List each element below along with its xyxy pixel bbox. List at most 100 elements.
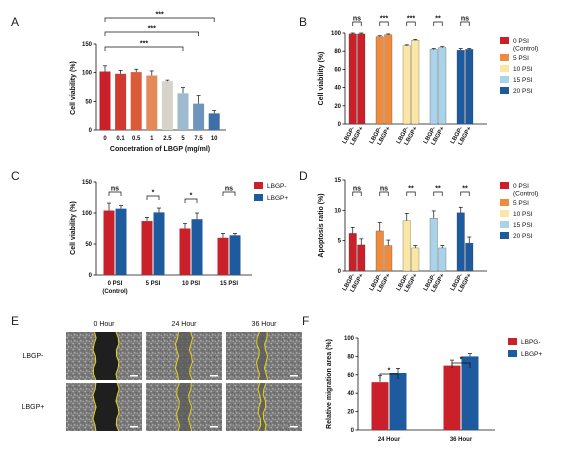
d-bar-lbgp-plus bbox=[438, 247, 447, 272]
c-significance-bracket bbox=[108, 191, 122, 196]
c-bar-lbgp-minus bbox=[103, 210, 115, 275]
panel-letter-f: F bbox=[302, 314, 309, 328]
panel-letter-a: A bbox=[11, 15, 19, 29]
d-y-axis-title: Apoptosis ratio (%) bbox=[318, 193, 325, 257]
e-column-label: 24 Hour bbox=[172, 321, 198, 328]
c-significance-label: * bbox=[152, 190, 155, 197]
b-significance-label: ** bbox=[435, 16, 441, 23]
d-bar-lbgp-minus bbox=[456, 212, 465, 272]
b-legend-item-swatch bbox=[500, 65, 509, 72]
b-bar-lbgp-plus bbox=[357, 33, 366, 125]
c-y-tick-label: 0 bbox=[89, 273, 93, 279]
a-x-tick-label: 1 bbox=[150, 136, 154, 142]
c-bar-lbgp-minus bbox=[179, 228, 191, 275]
e-scale-bar bbox=[210, 426, 218, 428]
b-bar-lbgp-minus bbox=[402, 45, 411, 125]
a-x-axis-title: Concetration of LBGP (mg/ml) bbox=[110, 146, 210, 153]
c-bar-lbgp-minus bbox=[217, 237, 229, 275]
a-bar bbox=[115, 73, 127, 130]
c-bar-lbgp-plus bbox=[191, 219, 203, 275]
a-bar bbox=[193, 103, 205, 130]
d-bar-lbgp-plus bbox=[465, 242, 474, 272]
c-y-tick-label: 100 bbox=[82, 211, 93, 217]
a-x-tick-label: 0.1 bbox=[116, 136, 125, 142]
b-significance-bracket bbox=[379, 21, 389, 26]
a-x-tick-label: 7.5 bbox=[194, 136, 203, 142]
d-legend-item-label: 20 PSI bbox=[513, 233, 533, 240]
f-legend-lbpg-minus-label: LBPG- bbox=[521, 339, 541, 346]
a-y-axis-title: Cell viability (%) bbox=[70, 61, 77, 115]
panel-letter-c: C bbox=[11, 169, 20, 183]
d-significance-label: ** bbox=[462, 186, 468, 193]
a-significance-label: *** bbox=[148, 26, 156, 33]
d-bar-lbgp-plus bbox=[411, 247, 420, 272]
d-bar-lbgp-plus bbox=[357, 244, 366, 272]
b-y-tick-label: 80 bbox=[334, 49, 341, 55]
f-significance-label: * bbox=[388, 368, 391, 375]
f-y-tick-label: 100 bbox=[344, 336, 355, 342]
f-bar-lbgp-minus bbox=[371, 382, 389, 430]
e-wound-edge-right bbox=[263, 331, 269, 381]
b-bar-lbgp-minus bbox=[429, 49, 438, 125]
e-wound-edge-right bbox=[188, 331, 194, 381]
a-bar bbox=[146, 75, 158, 130]
e-scale-bar bbox=[130, 426, 138, 428]
b-significance-label: ns bbox=[461, 16, 469, 23]
f-bar-lbgp-minus bbox=[443, 365, 461, 430]
b-legend-0psi-swatch bbox=[500, 37, 509, 44]
panel-c-chart: 0 50 100 150 Cell viability (%) ns 0 PSI (Contr… bbox=[70, 180, 288, 295]
f-y-tick-label: 20 bbox=[347, 410, 354, 416]
d-significance-bracket bbox=[379, 191, 389, 196]
c-significance-label: ns bbox=[111, 186, 119, 193]
a-significance-label: *** bbox=[156, 12, 164, 19]
a-x-tick-label: 2.5 bbox=[163, 136, 172, 142]
b-bar-lbgp-minus bbox=[456, 50, 465, 125]
c-bar-lbgp-minus bbox=[141, 221, 153, 275]
d-bar-lbgp-minus bbox=[429, 218, 438, 272]
e-scale-bar bbox=[290, 375, 298, 377]
d-bar-lbgp-minus bbox=[402, 220, 411, 272]
a-y-tick-label: 50 bbox=[85, 99, 92, 105]
e-wound-edge-right bbox=[115, 331, 120, 381]
d-y-tick-label: 10 bbox=[334, 208, 341, 214]
e-scale-bar bbox=[130, 375, 138, 377]
b-legend-control-label: (Control) bbox=[513, 46, 538, 53]
d-legend-item-label: 5 PSI bbox=[513, 200, 529, 207]
a-x-tick-label: 0.5 bbox=[132, 136, 141, 142]
c-x-tick-sublabel: (Control) bbox=[102, 289, 127, 295]
e-scale-bar bbox=[210, 375, 218, 377]
b-legend-item-label: 15 PSI bbox=[513, 77, 533, 84]
f-significance-bracket bbox=[379, 373, 399, 379]
d-significance-label: ** bbox=[408, 186, 414, 193]
a-significance-bracket bbox=[104, 17, 215, 22]
f-y-tick-label: 80 bbox=[347, 354, 354, 360]
d-bar-lbgp-minus bbox=[348, 233, 357, 272]
e-column-label: 36 Hour bbox=[252, 321, 278, 328]
b-significance-bracket bbox=[352, 21, 362, 26]
e-row-label: LBGP+ bbox=[22, 404, 45, 411]
panel-a-chart: 0 50 100 150 Cell viability (%) 0 0.1 0.5 1 2.5 5 7… bbox=[70, 12, 226, 153]
d-significance-label: ** bbox=[435, 186, 441, 193]
c-significance-bracket bbox=[146, 195, 160, 200]
panel-letter-e: E bbox=[11, 314, 19, 328]
e-scratch-gap bbox=[256, 332, 268, 380]
d-legend-item-swatch bbox=[500, 232, 509, 239]
a-significance-bracket bbox=[104, 46, 184, 51]
e-column-label: 0 Hour bbox=[93, 321, 115, 328]
e-wound-edge-left bbox=[257, 382, 262, 432]
f-x-tick-label: 24 Hour bbox=[378, 437, 401, 443]
c-bar-lbgp-plus bbox=[153, 212, 165, 275]
c-x-tick-label: 10 PSI bbox=[182, 281, 200, 287]
a-y-tick-label: 0 bbox=[89, 128, 93, 134]
f-bar-lbgp-plus bbox=[461, 356, 479, 430]
b-significance-bracket bbox=[460, 21, 470, 26]
e-wound-edge-left bbox=[174, 331, 180, 381]
panel-f-chart: 0 20 40 60 80 100 Relative migration area (%) *… bbox=[326, 336, 542, 443]
c-y-tick-label: 50 bbox=[85, 242, 92, 248]
b-y-axis-title: Cell viability (%) bbox=[318, 52, 325, 106]
f-significance-bracket bbox=[451, 362, 471, 368]
a-bar bbox=[161, 81, 173, 130]
b-bar-lbgp-minus bbox=[375, 36, 384, 125]
panel-letter-d: D bbox=[299, 169, 308, 183]
